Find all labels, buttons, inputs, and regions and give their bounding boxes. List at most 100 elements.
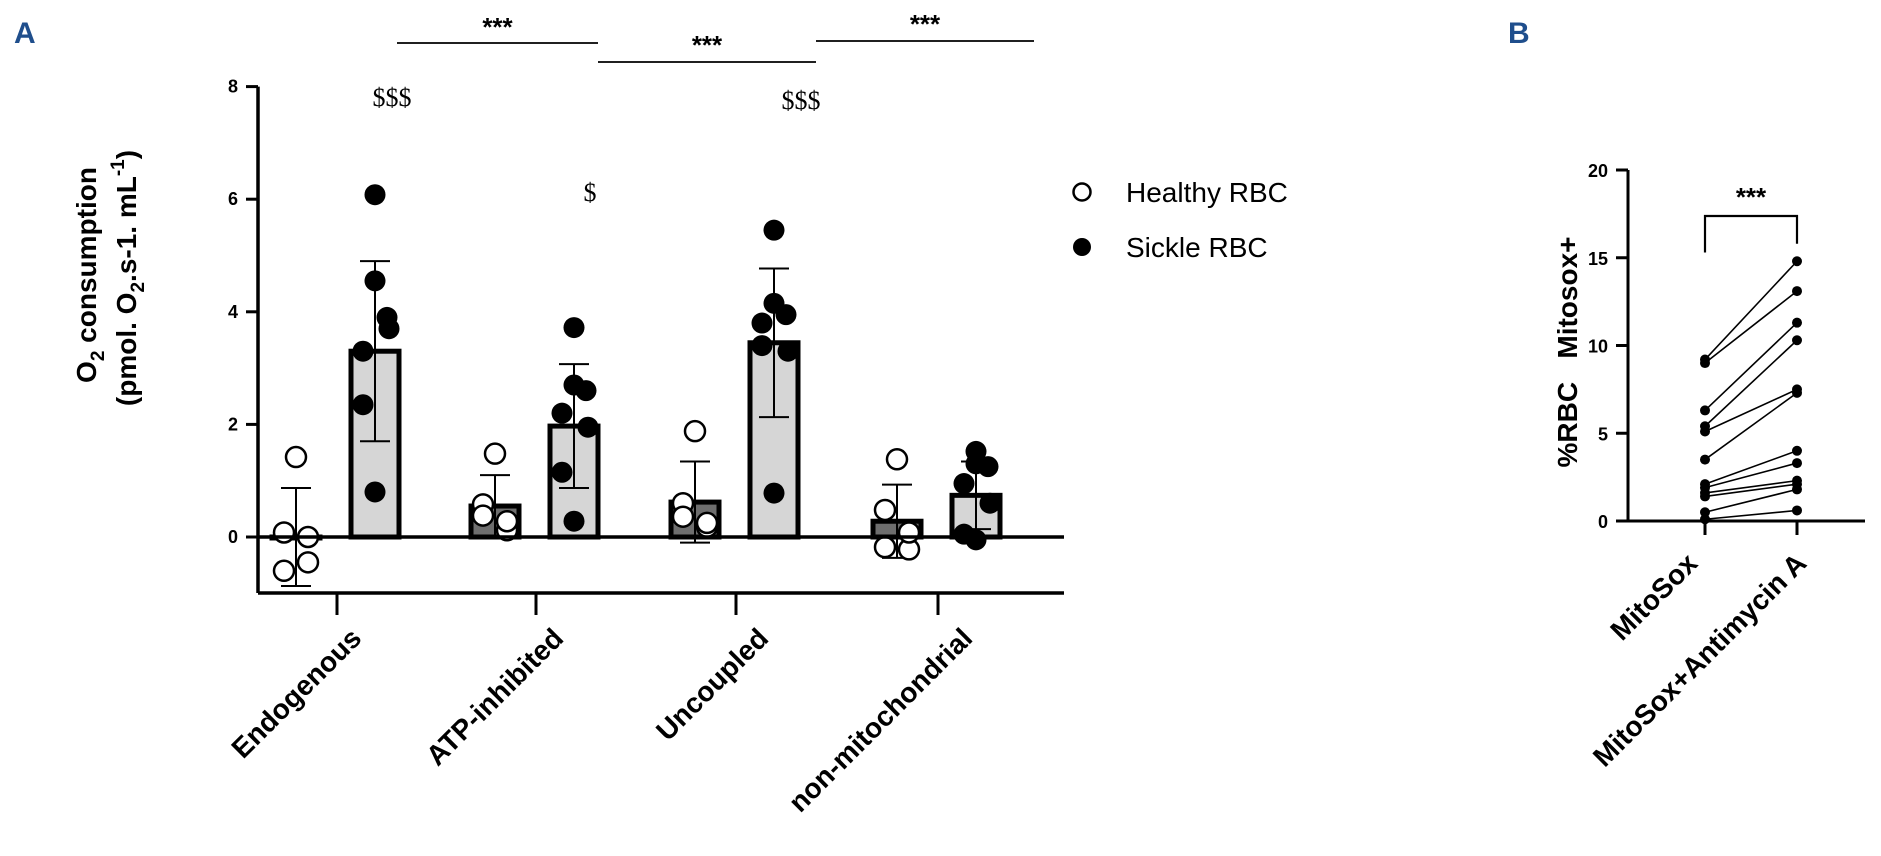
b-pair-line [1704, 322, 1798, 412]
b-axes [1626, 170, 1865, 535]
b-pair-line [1704, 483, 1798, 498]
a-point-sickle [575, 380, 597, 402]
a-y-tick-label: 8 [228, 77, 238, 97]
b-point-antimycin [1792, 387, 1802, 398]
a-point-healthy [897, 521, 921, 544]
b-y-tick-label: 20 [1588, 161, 1608, 181]
b-point-mitosox [1700, 405, 1710, 416]
a-point-sickle [551, 402, 573, 424]
a-category-label: Endogenous [225, 622, 367, 764]
a-point-sickle [364, 184, 386, 206]
b-pair-line [1704, 290, 1798, 364]
a-point-sickle [577, 416, 599, 438]
b-pair-line [1704, 462, 1798, 489]
a-sig-label: *** [910, 9, 941, 39]
b-pair-line [1704, 392, 1798, 461]
a-y-tick-label: 2 [228, 414, 238, 434]
a-point-healthy [683, 419, 707, 443]
a-category-label: non-mitochondrial [783, 622, 979, 818]
b-y-tick-label: 10 [1588, 337, 1608, 357]
b-category-label: MitoSox+Antimycin A [1587, 547, 1812, 772]
a-point-sickle [352, 340, 374, 362]
a-point-healthy [873, 535, 897, 559]
a-y-tick-label: 0 [228, 527, 238, 547]
b-point-mitosox [1700, 358, 1710, 369]
a-point-sickle [378, 318, 400, 340]
b-point-antimycin [1792, 286, 1802, 297]
b-pair-line [1704, 339, 1798, 427]
b-y-ticks: 20 15 10 5 0 [1588, 161, 1628, 532]
b-point-mitosox [1700, 454, 1710, 465]
a-point-sickle [751, 335, 773, 357]
panel-b-label: B [1508, 17, 1530, 50]
b-point-antimycin [1792, 445, 1802, 456]
legend-healthy-label: Healthy RBC [1126, 177, 1288, 208]
a-point-sickle [777, 340, 799, 362]
a-point-sickle [563, 510, 585, 532]
a-point-healthy [873, 498, 897, 522]
a-y-tick-label: 6 [228, 189, 238, 209]
a-significance: *********$$$$$$$ [373, 9, 1034, 207]
a-dollar-mark: $$$ [782, 86, 821, 115]
legend-sickle-label: Sickle RBC [1126, 232, 1268, 263]
a-y-axis-title: O2 consumption [71, 167, 109, 383]
b-pair-line [1704, 450, 1798, 485]
a-point-healthy [885, 448, 909, 471]
b-point-antimycin [1792, 335, 1802, 346]
a-point-sickle [977, 456, 999, 478]
a-y-title-rest: consumption [71, 167, 102, 351]
panel-a-chart: 8 6 4 2 0 Endogenous ATP-inhibited Uncoupled no… [71, 9, 1288, 818]
a-sig-label: *** [482, 12, 513, 42]
a-category-label: ATP-inhibited [420, 622, 569, 771]
a-axes [256, 86, 1064, 615]
a-y-units-start: (pmol. O [111, 293, 142, 407]
a-point-healthy [695, 511, 719, 535]
a-point-sickle [551, 461, 573, 483]
b-points [1700, 256, 1802, 525]
a-y-units-end: ) [111, 150, 142, 159]
a-point-sickle [364, 270, 386, 292]
panel-a-label: A [14, 17, 36, 50]
b-point-antimycin [1792, 317, 1802, 328]
b-category-label: MitoSox [1604, 547, 1703, 646]
a-point-sickle [763, 219, 785, 241]
a-y-title-o: O [71, 361, 102, 383]
b-pair-line [1704, 388, 1798, 433]
a-point-sickle [775, 304, 797, 326]
a-point-sickle [965, 529, 987, 551]
a-point-sickle [563, 317, 585, 339]
a-y-units-mid: .s-1. mL [111, 176, 142, 282]
a-point-healthy [471, 504, 495, 527]
b-pair-line [1704, 479, 1798, 494]
a-category-labels: Endogenous ATP-inhibited Uncoupled non-mito… [225, 622, 978, 818]
a-point-sickle [751, 312, 773, 334]
b-point-antimycin [1792, 505, 1802, 516]
a-dollar-mark: $$$ [373, 83, 412, 112]
a-point-healthy [671, 505, 695, 528]
b-paired-lines [1704, 260, 1798, 521]
a-point-healthy [495, 509, 519, 533]
b-pair-line [1704, 488, 1798, 514]
b-point-mitosox [1700, 491, 1710, 502]
b-point-antimycin [1792, 484, 1802, 495]
a-y-units-sup: -1 [108, 159, 129, 176]
a-point-sickle [763, 482, 785, 504]
a-point-healthy [272, 559, 296, 583]
a-legend: Healthy RBC Sickle RBC [1072, 177, 1288, 263]
a-point-healthy [284, 445, 308, 469]
b-point-mitosox [1700, 426, 1710, 437]
a-y-tick-label: 4 [228, 302, 238, 322]
b-y-tick-label: 5 [1598, 424, 1608, 444]
b-y-tick-label: 0 [1598, 512, 1608, 532]
a-point-sickle [364, 481, 386, 503]
a-point-healthy [483, 442, 507, 465]
a-dollar-mark: $ [584, 178, 597, 207]
b-point-antimycin [1792, 458, 1802, 469]
b-point-antimycin [1792, 256, 1802, 267]
a-category-label: Uncoupled [650, 622, 774, 746]
a-point-healthy [296, 551, 320, 574]
a-point-sickle [953, 473, 975, 495]
